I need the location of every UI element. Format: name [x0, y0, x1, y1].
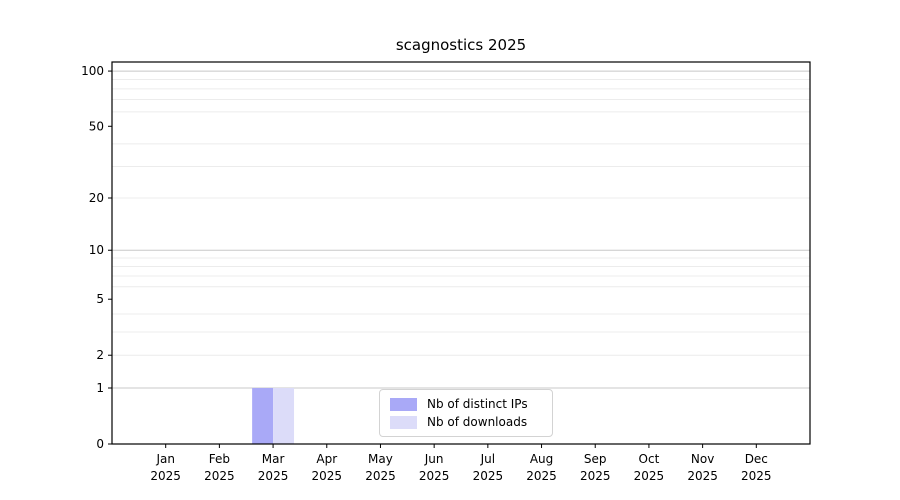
- x-tick-label-month: Mar: [262, 452, 285, 466]
- legend-swatch-downloads: [390, 416, 417, 429]
- chart-title: scagnostics 2025: [395, 36, 527, 54]
- x-tick-label-month: Jan: [155, 452, 175, 466]
- bar-distinct-ips: [252, 387, 274, 444]
- x-tick-label-year: 2025: [258, 469, 289, 483]
- legend-label-downloads: Nb of downloads: [427, 415, 528, 429]
- x-tick-label-year: 2025: [150, 469, 181, 483]
- bar-downloads: [273, 387, 295, 444]
- x-tick-label-month: Aug: [530, 452, 553, 466]
- x-tick-label-year: 2025: [687, 469, 718, 483]
- legend: Nb of distinct IPs Nb of downloads: [379, 389, 553, 437]
- x-tick-label-year: 2025: [311, 469, 342, 483]
- legend-swatch-distinct-ips: [390, 398, 417, 411]
- y-tick-label: 1: [96, 381, 104, 395]
- legend-entry-distinct-ips: Nb of distinct IPs: [390, 397, 542, 412]
- x-tick-label-month: Nov: [691, 452, 714, 466]
- x-tick-label-month: Dec: [745, 452, 768, 466]
- y-tick-label: 2: [96, 348, 104, 362]
- x-tick-label-year: 2025: [365, 469, 396, 483]
- y-tick-label: 20: [89, 191, 104, 205]
- x-tick-label-year: 2025: [419, 469, 450, 483]
- legend-label-distinct-ips: Nb of distinct IPs: [427, 397, 528, 411]
- legend-entry-downloads: Nb of downloads: [390, 415, 542, 430]
- x-tick-label-month: Feb: [209, 452, 230, 466]
- x-tick-label-year: 2025: [580, 469, 611, 483]
- x-tick-label-month: Jun: [424, 452, 444, 466]
- x-tick-label-year: 2025: [741, 469, 772, 483]
- x-tick-label-month: Jul: [480, 452, 495, 466]
- x-tick-label-month: Oct: [639, 452, 660, 466]
- y-tick-label: 50: [89, 119, 104, 133]
- y-tick-label: 0: [96, 437, 104, 451]
- x-tick-label-year: 2025: [526, 469, 557, 483]
- x-tick-label-year: 2025: [204, 469, 235, 483]
- y-tick-label: 10: [89, 243, 104, 257]
- y-tick-label: 5: [96, 292, 104, 306]
- x-tick-label-year: 2025: [634, 469, 665, 483]
- x-tick-label-month: May: [368, 452, 393, 466]
- plot-border: [111, 61, 811, 445]
- x-tick-label-month: Apr: [316, 452, 337, 466]
- y-tick-label: 100: [81, 64, 104, 78]
- x-tick-label-month: Sep: [584, 452, 607, 466]
- x-tick-label-year: 2025: [473, 469, 504, 483]
